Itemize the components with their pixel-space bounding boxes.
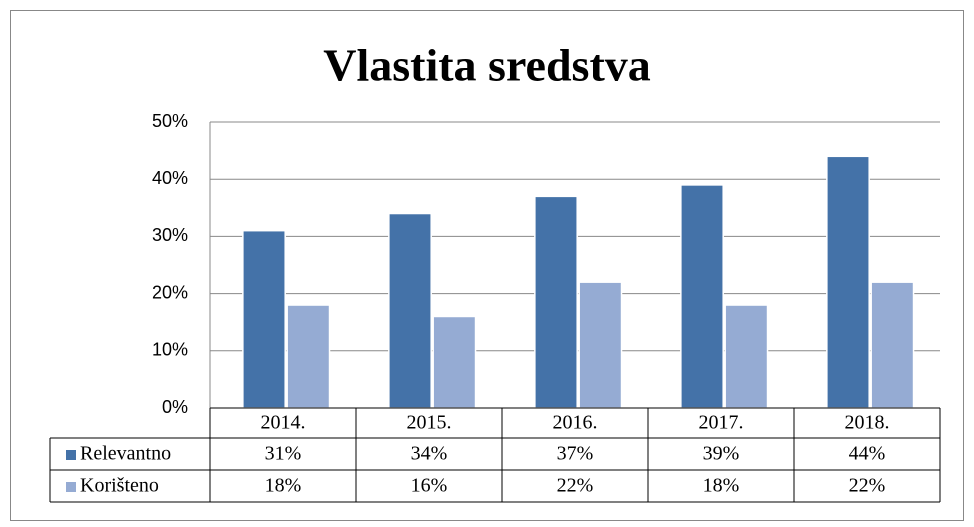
bar xyxy=(724,304,769,409)
chart-title: Vlastita sredstva xyxy=(323,40,651,91)
bar xyxy=(242,229,286,409)
data-label: 37% xyxy=(557,443,594,465)
bar xyxy=(286,304,331,409)
legend-label: Korišteno xyxy=(80,475,159,497)
y-tick-label: 30% xyxy=(152,225,188,245)
legend-swatch xyxy=(66,482,76,492)
data-label: 31% xyxy=(265,443,302,465)
bar xyxy=(388,212,432,409)
x-tick-label: 2015. xyxy=(407,412,452,434)
data-label: 18% xyxy=(265,475,302,497)
bar xyxy=(534,195,578,409)
y-tick-label: 0% xyxy=(162,397,188,417)
data-label: 34% xyxy=(411,443,448,465)
bar xyxy=(680,184,724,409)
x-tick-label: 2018. xyxy=(845,412,890,434)
data-label: 39% xyxy=(703,443,740,465)
data-label: 22% xyxy=(849,475,886,497)
bar xyxy=(826,155,870,409)
x-tick-label: 2017. xyxy=(699,412,744,434)
data-label: 22% xyxy=(557,475,594,497)
legend-swatch xyxy=(66,450,76,460)
y-tick-label: 20% xyxy=(152,282,188,302)
x-tick-label: 2016. xyxy=(553,412,598,434)
data-label: 18% xyxy=(703,475,740,497)
bar xyxy=(432,315,477,409)
bar xyxy=(578,281,623,409)
legend-label: Relevantno xyxy=(80,443,171,465)
y-tick-label: 10% xyxy=(152,340,188,360)
data-label: 16% xyxy=(411,475,448,497)
data-label: 44% xyxy=(849,443,886,465)
y-tick-label: 40% xyxy=(152,168,188,188)
x-tick-label: 2014. xyxy=(261,412,306,434)
bar xyxy=(870,281,915,409)
y-tick-label: 50% xyxy=(152,111,188,131)
chart-border xyxy=(10,10,964,521)
